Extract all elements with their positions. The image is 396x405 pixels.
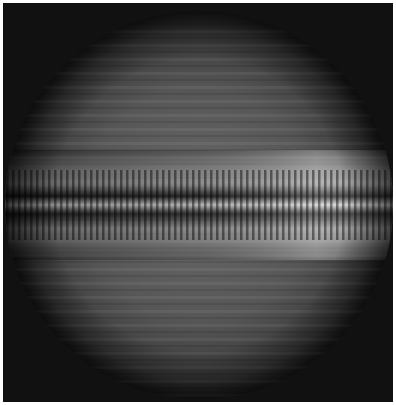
vignette [5, 11, 393, 399]
disc [5, 11, 393, 399]
